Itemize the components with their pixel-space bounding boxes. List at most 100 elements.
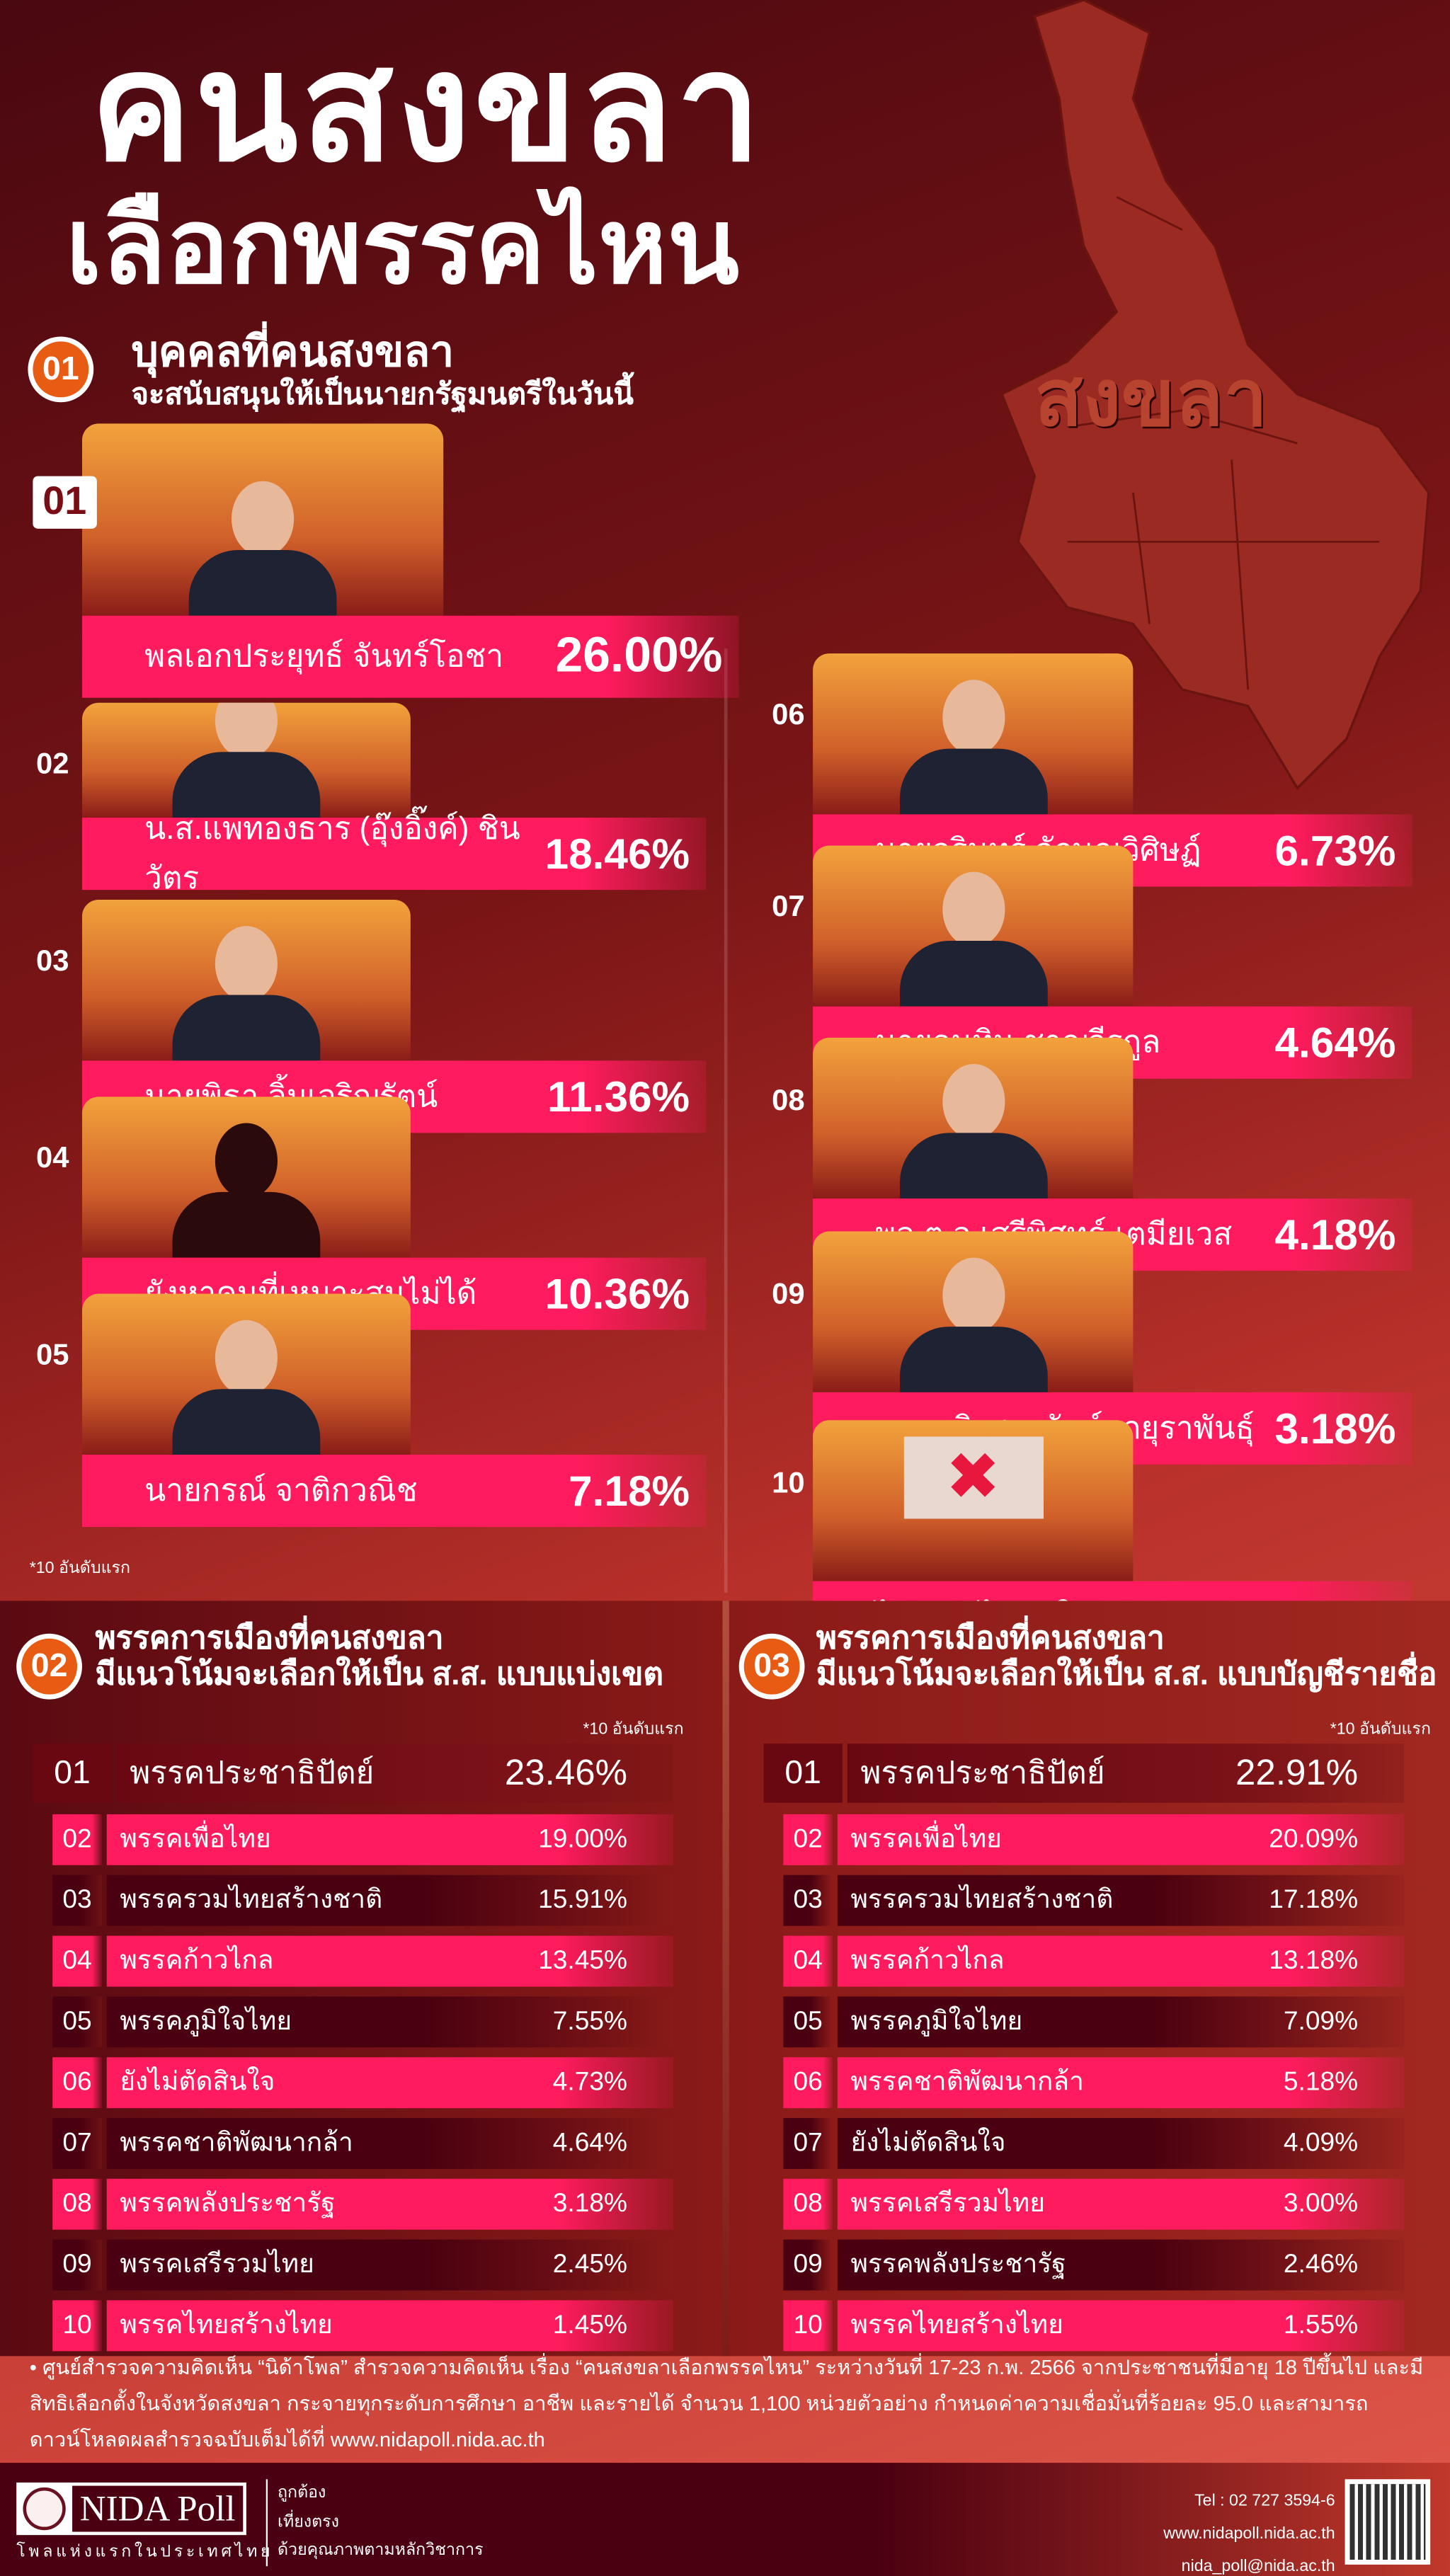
section-2-badge: 02 [16, 1633, 82, 1700]
party-row: 07 พรรคชาติพัฒนากล้า 4.64% [52, 2118, 673, 2169]
contact-info: Tel : 02 727 3594-6 www.nidapoll.nida.ac… [1163, 2486, 1335, 2576]
party-row: 02 พรรคเพื่อไทย 19.00% [52, 1814, 673, 1865]
candidate-name-bar: นายกรณ์ จาติกวณิช 7.18% [81, 1454, 707, 1528]
candidate-percent: 7.18% [569, 1465, 690, 1515]
candidate-percent: 18.46% [544, 828, 690, 878]
party-percent: 5.18% [1283, 2068, 1359, 2096]
candidate-photo [81, 1097, 411, 1258]
candidate-percent: 10.36% [544, 1268, 690, 1318]
section-2-heading: พรรคการเมืองที่คนสงขลา มีแนวโน้มจะเลือกใ… [96, 1622, 663, 1694]
qr-code[interactable] [1345, 2479, 1431, 2565]
party-rank: 07 [52, 2118, 102, 2169]
party-name: พรรคไทยสร้างไทย [120, 2311, 333, 2340]
party-row: 05 พรรคภูมิใจไทย 7.55% [52, 1996, 673, 2048]
party-percent: 3.18% [552, 2189, 628, 2218]
candidate-photo [813, 1037, 1134, 1199]
party-percent: 20.09% [1269, 1825, 1359, 1853]
candidate-photo [81, 702, 411, 818]
phone: Tel : 02 727 3594-6 [1194, 2492, 1335, 2511]
nida-poll-logo: NIDA Poll [16, 2482, 246, 2536]
party-rank: 08 [783, 2178, 833, 2230]
party-row: 10 พรรคไทยสร้างไทย 1.55% [783, 2300, 1405, 2352]
party-rank: 10 [52, 2300, 102, 2352]
section-2-heading-line2: มีแนวโน้มจะเลือกให้เป็น ส.ส. แบบแบ่งเขต [95, 1658, 663, 1693]
person-figure [898, 1063, 1047, 1199]
party-percent: 7.09% [1283, 2007, 1359, 2035]
candidate-name: น.ส.แพทองธาร (อุ๊งอิ๊งค์) ชินวัตร [144, 813, 520, 897]
section-1-heading-line2: จะสนับสนุนให้เป็นนายกรัฐมนตรีในวันนี้ [131, 377, 634, 411]
candidate-name-bar: พลเอกประยุทธ์ จันทร์โอชา 26.00% [81, 615, 739, 698]
section-3-heading: พรรคการเมืองที่คนสงขลา มีแนวโน้มจะเลือกใ… [816, 1622, 1437, 1694]
tagline: เที่ยงตรง [277, 2512, 339, 2531]
x-mark-icon: ✖ [903, 1436, 1043, 1519]
party-row: 09 พรรคเสรีรวมไทย 2.45% [52, 2239, 673, 2291]
email-link[interactable]: nida_poll@nida.ac.th [1181, 2558, 1335, 2576]
party-name: พรรคก้าวไกล [120, 1947, 274, 1976]
candidate-rank: 02 [36, 747, 69, 780]
party-percent: 7.55% [552, 2007, 628, 2035]
footnote: • ศูนย์สำรวจความคิดเห็น “นิด้าโพล” สำรวจ… [29, 2356, 1424, 2451]
party-row: 06 ยังไม่ตัดสินใจ 4.73% [52, 2057, 673, 2109]
party-row: 08 พรรคพลังประชารัฐ 3.18% [52, 2178, 673, 2230]
candidate-name-bar: น.ส.แพทองธาร (อุ๊งอิ๊งค์) ชินวัตร 18.46% [81, 813, 707, 896]
person-figure [898, 1257, 1047, 1392]
party-rank: 05 [52, 1996, 102, 2048]
party-name: พรรคชาติพัฒนากล้า [120, 2129, 353, 2158]
party-name: พรรคชาติพัฒนากล้า [850, 2068, 1084, 2097]
section-3-heading-line2: มีแนวโน้มจะเลือกให้เป็น ส.ส. แบบบัญชีราย… [816, 1658, 1437, 1693]
person-figure [188, 481, 337, 616]
party-row: 05 พรรคภูมิใจไทย 7.09% [783, 1996, 1405, 2048]
party-percent: 13.18% [1269, 1946, 1359, 1975]
party-percent: 4.64% [552, 2129, 628, 2157]
taglines: ถูกต้อง เที่ยงตรง ด้วยคุณภาพตามหลักวิชาก… [266, 2479, 484, 2566]
party-name: พรรครวมไทยสร้างชาติ [850, 1886, 1114, 1915]
party-percent: 4.09% [1283, 2129, 1359, 2157]
tagline: ด้วยคุณภาพตามหลักวิชาการ [277, 2541, 484, 2560]
person-figure [898, 871, 1047, 1007]
party-rank: 07 [783, 2118, 833, 2169]
party-rank: 03 [783, 1874, 833, 1926]
party-rank: 10 [783, 2300, 833, 2352]
candidate-rank: 04 [36, 1140, 69, 1174]
candidate-photo: ✖ [813, 1420, 1134, 1581]
party-percent: 23.46% [504, 1751, 628, 1793]
candidate-rank: 09 [772, 1277, 805, 1310]
party-rank: 04 [783, 1935, 833, 1987]
party-name: พรรคภูมิใจไทย [850, 2008, 1023, 2037]
candidate-rank: 03 [36, 944, 69, 978]
candidate-rank: 08 [772, 1083, 805, 1117]
party-row: 08 พรรคเสรีรวมไทย 3.00% [783, 2178, 1405, 2230]
candidate-photo [813, 1231, 1134, 1392]
songkhla-map [1000, 0, 1430, 791]
party-name: พรรครวมไทยสร้างชาติ [120, 1886, 383, 1915]
party-row: 07 ยังไม่ตัดสินใจ 4.09% [783, 2118, 1405, 2169]
candidate-percent: 11.36% [547, 1071, 690, 1121]
party-rank: 09 [783, 2239, 833, 2291]
party-percent: 1.55% [1283, 2311, 1359, 2339]
party-name: พรรคไทยสร้างไทย [850, 2311, 1063, 2340]
title-line-1: คนสงขลา [90, 24, 765, 193]
party-name: ยังไม่ตัดสินใจ [850, 2129, 1006, 2158]
candidate-photo [813, 845, 1134, 1007]
map-label: สงขลา [1034, 356, 1268, 444]
section-3-badge: 03 [738, 1633, 805, 1700]
candidate-percent: 26.00% [555, 629, 723, 683]
person-figure [172, 1320, 321, 1455]
section-3-note: *10 อันดับแรก [1330, 1720, 1432, 1739]
party-row: 03 พรรครวมไทยสร้างชาติ 17.18% [783, 1874, 1405, 1926]
section-2-note: *10 อันดับแรก [583, 1720, 684, 1739]
party-row: 04 พรรคก้าวไกล 13.18% [783, 1935, 1405, 1987]
party-name: พรรคภูมิใจไทย [120, 2008, 292, 2037]
party-percent: 15.91% [538, 1885, 628, 1914]
party-name: พรรคพลังประชารัฐ [120, 2190, 336, 2219]
party-row: 09 พรรคพลังประชารัฐ 2.46% [783, 2239, 1405, 2291]
candidate-rank: 01 [33, 476, 97, 529]
party-rank: 01 [763, 1744, 843, 1803]
party-row: 02 พรรคเพื่อไทย 20.09% [783, 1814, 1405, 1865]
slogan: โพลแห่งแรกในประเทศไทย [16, 2543, 274, 2562]
website-link[interactable]: www.nidapoll.nida.ac.th [1163, 2525, 1335, 2543]
column-divider [724, 648, 728, 1593]
party-rank: 01 [33, 1744, 112, 1803]
party-row: 03 พรรครวมไทยสร้างชาติ 15.91% [52, 1874, 673, 1926]
candidate-photo [81, 1293, 411, 1455]
